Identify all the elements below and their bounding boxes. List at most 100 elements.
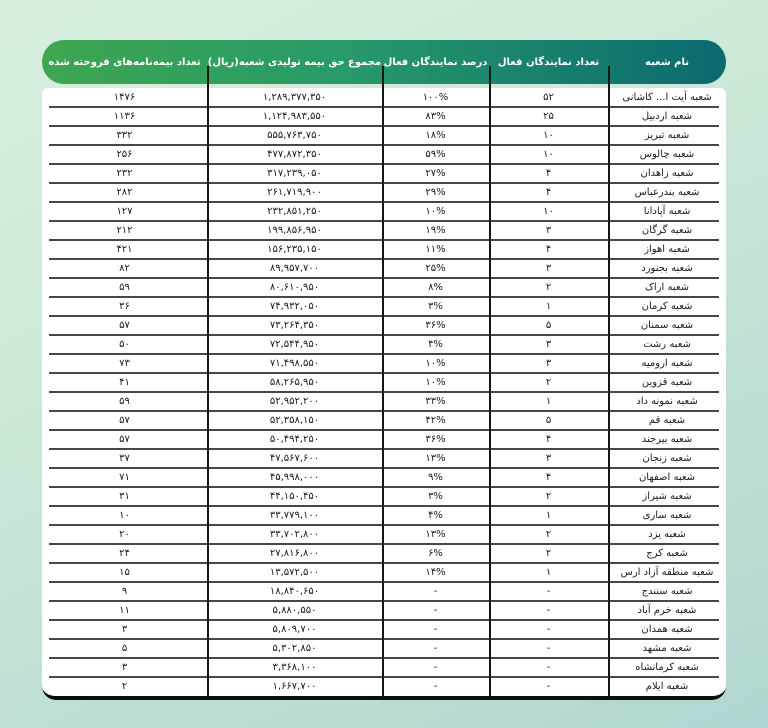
active-agents-pct-cell: ۳۶% [425,434,446,445]
branch-name-cell: شعبه ساری [642,510,692,521]
table-row: شعبه اردبیل ۲۵ ۸۳% ۱,۱۲۴,۹۸۳,۵۵۰ ۱۱۳۶ [42,107,726,127]
branch-name-cell: شعبه زاهدان [640,168,694,179]
premium-cell: ۸۹,۹۵۷,۷۰۰ [269,263,320,274]
active-agents-cell: ۱ [545,396,552,407]
active-agents-pct-cell: ۴۲% [425,415,446,426]
header-branch-name: نام شعبه [645,56,689,68]
policies-sold-cell: ۵۷ [119,320,130,331]
header-active-agents-pct: درصد نمایندگان فعال [383,56,488,68]
active-agents-pct-cell: ۴% [428,510,443,521]
policies-sold-cell: ۸۲ [119,263,130,274]
active-agents-cell: ۳ [545,263,552,274]
branch-name-cell: شعبه کرمان [641,301,693,312]
premium-cell: ۴۵,۹۹۸,۰۰۰ [269,472,320,483]
active-agents-cell: ۵ [545,415,552,426]
table-header: نام شعبه تعداد نمایندگان فعال درصد نماین… [42,40,726,84]
active-agents-cell: ۵ [545,320,552,331]
active-agents-pct-cell: - [433,605,438,616]
header-policies-sold: تعداد بیمه‌نامه‌های فروخته شده [48,56,201,68]
branch-name-cell: شعبه آپادانا [643,206,691,217]
branch-name-cell: شعبه قزوین [641,377,693,388]
active-agents-pct-cell: ۱۳% [425,529,446,540]
table-row: شعبه گرگان ۳ ۱۹% ۱۹۹,۸۵۶,۹۵۰ ۲۱۲ [42,221,726,241]
premium-cell: ۸۰,۶۱۰,۹۵۰ [269,282,320,293]
branch-name-cell: شعبه اصفهان [638,472,696,483]
policies-sold-cell: ۹ [121,586,128,597]
table-row: شعبه قزوین ۲ ۱۰% ۵۸,۲۶۵,۹۵۰ ۴۱ [42,373,726,393]
premium-cell: ۱,۲۸۹,۳۷۷,۳۵۰ [262,92,327,103]
branch-name-cell: شعبه تبریز [644,130,690,141]
premium-cell: ۱۹۹,۸۵۶,۹۵۰ [267,225,322,236]
table-row: شعبه یزد ۲ ۱۳% ۳۳,۷۰۲,۸۰۰ ۲۰ [42,525,726,545]
premium-cell: ۵,۳۰۲,۸۵۰ [272,643,317,654]
premium-cell: ۲۳۲,۸۵۱,۲۵۰ [267,206,322,217]
premium-cell: ۲۷,۸۱۶,۸۰۰ [269,548,320,559]
active-agents-pct-cell: ۱۰% [425,206,446,217]
branch-name-cell: شعبه اهواز [644,244,690,255]
branch-name-cell: شعبه زنجان [642,453,692,464]
policies-sold-cell: ۵ [121,643,128,654]
active-agents-pct-cell: ۱۰% [425,358,446,369]
active-agents-cell: - [546,605,551,616]
policies-sold-cell: ۵۹ [119,282,130,293]
branch-name-cell: شعبه بیرجند [641,434,693,445]
branch-name-cell: شعبه اردبیل [641,111,693,122]
active-agents-cell: ۱۰ [543,149,554,160]
policies-sold-cell: ۳۱ [119,491,130,502]
policies-sold-cell: ۵۷ [119,434,130,445]
branch-name-cell: شعبه کرج [646,548,688,559]
premium-cell: ۷۴,۹۳۲,۰۵۰ [269,301,320,312]
active-agents-cell: ۱ [545,301,552,312]
table-row: شعبه اصفهان ۴ ۹% ۴۵,۹۹۸,۰۰۰ ۷۱ [42,468,726,488]
policies-sold-cell: ۱۱۳۶ [113,111,136,122]
active-agents-cell: - [546,624,551,635]
header-premium-total: مجموع حق بیمه تولیدی شعبه(ریال) [207,56,382,68]
table-row: شعبه کرمانشاه - - ۳,۳۶۸,۱۰۰ ۳ [42,658,726,678]
premium-cell: ۱,۱۲۴,۹۸۳,۵۵۰ [262,111,327,122]
table-row: شعبه تبریز ۱۰ ۱۸% ۵۵۵,۷۶۳,۷۵۰ ۳۳۲ [42,126,726,146]
premium-cell: ۳,۳۶۸,۱۰۰ [272,662,317,673]
policies-sold-cell: ۱۵ [119,567,130,578]
active-agents-pct-cell: ۳% [428,491,443,502]
premium-cell: ۵۰,۴۹۴,۲۵۰ [269,434,320,445]
policies-sold-cell: ۷۳ [119,358,130,369]
branch-name-cell: شعبه اراک [644,282,690,293]
branch-name-cell: شعبه آیت ا... کاشانی [622,92,712,103]
active-agents-cell: ۲ [545,491,552,502]
branch-name-cell: شعبه شیراز [642,491,692,502]
branch-name-cell: شعبه کرمانشاه [635,662,699,673]
active-agents-cell: ۵۲ [543,92,554,103]
active-agents-pct-cell: ۸۳% [425,111,446,122]
active-agents-pct-cell: ۲۹% [425,187,446,198]
table-row: شعبه کرج ۲ ۶% ۲۷,۸۱۶,۸۰۰ ۲۴ [42,544,726,564]
branch-name-cell: شعبه گرگان [641,225,693,236]
premium-cell: ۵۲,۹۵۲,۲۰۰ [269,396,320,407]
active-agents-pct-cell: ۲۵% [425,263,446,274]
table-row: شعبه نمونه داد ۱ ۳۳% ۵۲,۹۵۲,۲۰۰ ۵۹ [42,392,726,412]
table-row: شعبه خرم آباد - - ۵,۸۸۰,۵۵۰ ۱۱ [42,601,726,621]
branch-name-cell: شعبه منطقه آزاد ارس [620,567,714,578]
table-row: شعبه مشهد - - ۵,۳۰۲,۸۵۰ ۵ [42,639,726,659]
active-agents-cell: - [546,586,551,597]
active-agents-pct-cell: - [433,662,438,673]
premium-cell: ۱۳,۵۷۲,۵۰۰ [269,567,320,578]
active-agents-pct-cell: ۴% [428,339,443,350]
branch-name-cell: شعبه سمنان [640,320,694,331]
table-row: شعبه رشت ۳ ۴% ۷۲,۵۴۴,۹۵۰ ۵۰ [42,335,726,355]
branch-name-cell: شعبه چالوس [639,149,695,160]
active-agents-pct-cell: ۱۴% [425,567,446,578]
policies-sold-cell: ۴۲۱ [116,244,133,255]
policies-sold-cell: ۷۱ [119,472,130,483]
premium-cell: ۷۱,۴۹۸,۵۵۰ [269,358,320,369]
premium-cell: ۷۳,۲۶۴,۳۵۰ [269,320,320,331]
column-divider [382,66,384,698]
column-divider [489,66,491,698]
premium-cell: ۲۶۱,۷۱۹,۹۰۰ [267,187,322,198]
table-row: شعبه زاهدان ۴ ۲۷% ۳۱۷,۲۳۹,۰۵۰ ۲۳۲ [42,164,726,184]
table-row: شعبه چالوس ۱۰ ۵۹% ۴۷۷,۸۷۲,۳۵۰ ۲۵۶ [42,145,726,165]
active-agents-cell: ۴ [545,244,552,255]
active-agents-cell: ۲ [545,282,552,293]
active-agents-pct-cell: ۲۷% [425,168,446,179]
active-agents-pct-cell: ۱۹% [425,225,446,236]
active-agents-cell: ۱ [545,510,552,521]
